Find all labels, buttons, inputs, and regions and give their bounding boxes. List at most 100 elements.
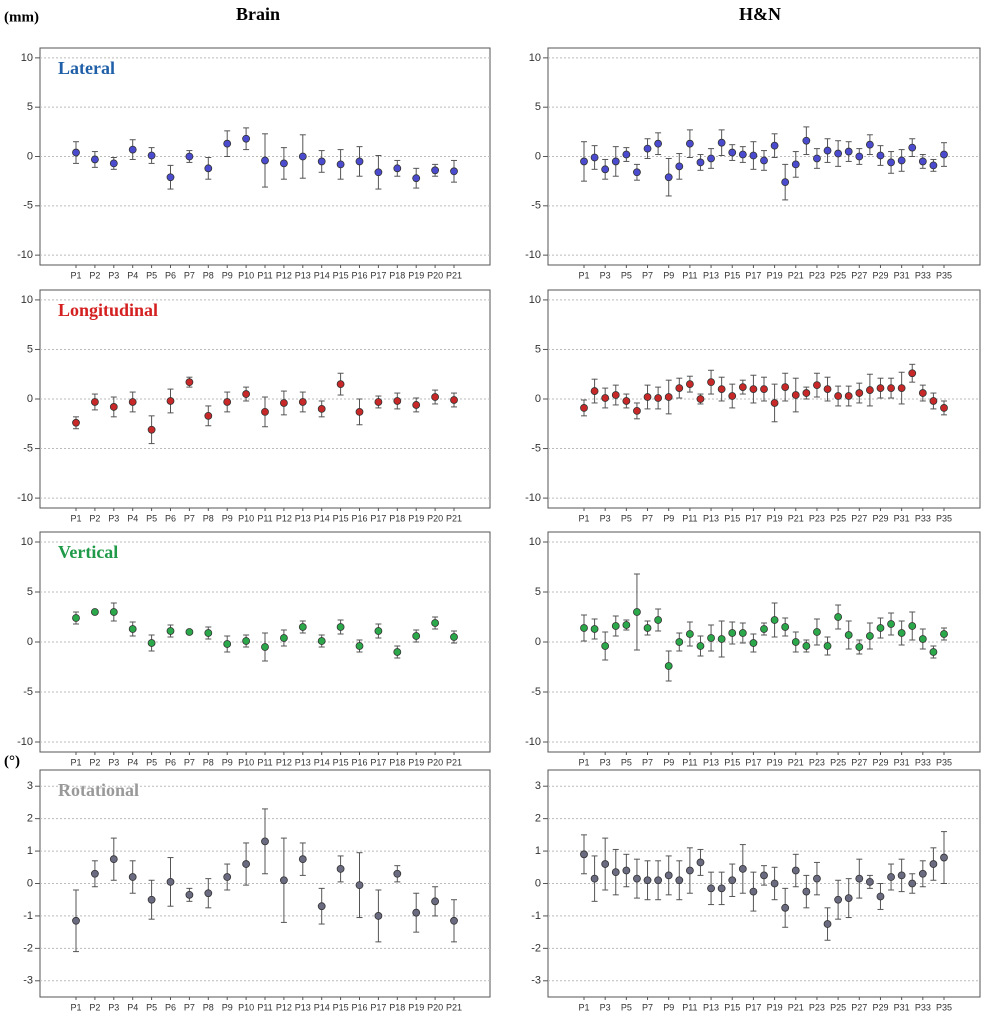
point bbox=[696, 395, 705, 403]
point bbox=[643, 144, 652, 153]
point bbox=[298, 855, 307, 864]
point bbox=[223, 398, 232, 406]
point bbox=[622, 866, 631, 875]
point bbox=[601, 642, 610, 650]
point bbox=[802, 642, 811, 650]
x-tick-label: P13 bbox=[295, 1002, 311, 1012]
x-tick-label: P21 bbox=[446, 513, 462, 523]
y-tick-label: -10 bbox=[17, 249, 33, 261]
point bbox=[865, 877, 874, 886]
y-tick-label: -5 bbox=[531, 200, 541, 212]
x-tick-label: P9 bbox=[222, 1002, 233, 1012]
point bbox=[918, 869, 927, 878]
x-tick-label: P12 bbox=[276, 270, 292, 280]
x-tick-label: P33 bbox=[915, 757, 931, 767]
y-tick-label: 0 bbox=[27, 150, 33, 162]
x-tick-label: P13 bbox=[703, 1002, 719, 1012]
point bbox=[147, 425, 156, 434]
x-tick-label: P11 bbox=[257, 1002, 272, 1012]
point bbox=[929, 161, 938, 170]
x-tick-label: P4 bbox=[127, 1002, 138, 1012]
point bbox=[72, 418, 80, 427]
point bbox=[185, 628, 194, 636]
point bbox=[317, 637, 326, 645]
point bbox=[855, 152, 864, 161]
x-tick-label: P29 bbox=[872, 1002, 888, 1012]
point bbox=[844, 392, 853, 400]
point bbox=[897, 629, 906, 637]
y-tick-label: -10 bbox=[525, 492, 541, 504]
x-tick-label: P18 bbox=[389, 1002, 405, 1012]
point bbox=[717, 635, 726, 643]
x-tick-label: P17 bbox=[745, 1002, 761, 1012]
point bbox=[781, 383, 790, 392]
x-tick-label: P25 bbox=[830, 757, 846, 767]
x-tick-label: P18 bbox=[389, 513, 405, 523]
point bbox=[813, 874, 821, 883]
x-tick-label: P16 bbox=[351, 1002, 367, 1012]
point bbox=[590, 387, 599, 395]
y-tick-label: 0 bbox=[535, 150, 541, 162]
point bbox=[317, 405, 326, 413]
x-tick-label: P31 bbox=[894, 1002, 910, 1012]
point bbox=[802, 887, 811, 896]
point bbox=[336, 160, 345, 169]
point bbox=[834, 392, 843, 400]
x-tick-label: P33 bbox=[915, 1002, 931, 1012]
point bbox=[242, 637, 251, 645]
point bbox=[749, 887, 758, 896]
point bbox=[185, 890, 194, 899]
x-tick-label: P10 bbox=[238, 1002, 254, 1012]
y-tick-label: 3 bbox=[535, 780, 541, 792]
x-tick-label: P15 bbox=[724, 513, 740, 523]
x-tick-label: P3 bbox=[600, 270, 611, 280]
x-tick-label: P33 bbox=[915, 270, 931, 280]
point bbox=[633, 406, 641, 415]
x-tick-label: P17 bbox=[370, 513, 386, 523]
point bbox=[601, 165, 610, 174]
point bbox=[633, 874, 641, 883]
point bbox=[204, 629, 213, 637]
point bbox=[393, 648, 402, 656]
point bbox=[633, 168, 641, 177]
y-tick-label: 5 bbox=[27, 101, 33, 113]
point bbox=[813, 154, 821, 163]
y-tick-label: 10 bbox=[529, 536, 541, 548]
point bbox=[580, 157, 588, 166]
point bbox=[876, 151, 885, 160]
point bbox=[760, 385, 768, 393]
x-tick-label: P9 bbox=[222, 513, 233, 523]
point bbox=[696, 858, 705, 867]
point bbox=[317, 902, 326, 911]
point bbox=[918, 635, 927, 643]
point bbox=[147, 151, 156, 160]
x-tick-label: P5 bbox=[146, 513, 157, 523]
x-tick-label: P23 bbox=[809, 270, 825, 280]
point bbox=[749, 639, 758, 647]
panel: 10 5 0 -5 -10 Longitudinal P1 P2 P3 P4 P5 P6 P7 P8 P9 P… bbox=[17, 289, 491, 523]
x-tick-label: P31 bbox=[894, 513, 910, 523]
point bbox=[887, 384, 895, 393]
y-tick-label: 0 bbox=[27, 393, 33, 405]
x-tick-label: P10 bbox=[238, 757, 254, 767]
point bbox=[374, 398, 383, 406]
x-tick-label: P7 bbox=[642, 1002, 653, 1012]
x-tick-label: P23 bbox=[809, 513, 825, 523]
y-tick-label: -5 bbox=[531, 442, 541, 454]
x-tick-label: P3 bbox=[108, 513, 119, 523]
point bbox=[940, 404, 948, 412]
point bbox=[897, 871, 906, 880]
x-tick-label: P11 bbox=[257, 757, 272, 767]
y-tick-label: -5 bbox=[23, 200, 33, 212]
x-tick-label: P5 bbox=[146, 757, 157, 767]
x-tick-label: P8 bbox=[203, 1002, 214, 1012]
x-tick-label: P17 bbox=[370, 270, 386, 280]
x-tick-label: P29 bbox=[872, 270, 888, 280]
x-tick-label: P9 bbox=[663, 757, 674, 767]
point bbox=[450, 916, 458, 925]
point bbox=[865, 632, 874, 640]
x-tick-label: P27 bbox=[851, 270, 867, 280]
point bbox=[279, 634, 288, 642]
y-tick-label: -2 bbox=[531, 942, 541, 954]
x-tick-label: P9 bbox=[663, 270, 674, 280]
